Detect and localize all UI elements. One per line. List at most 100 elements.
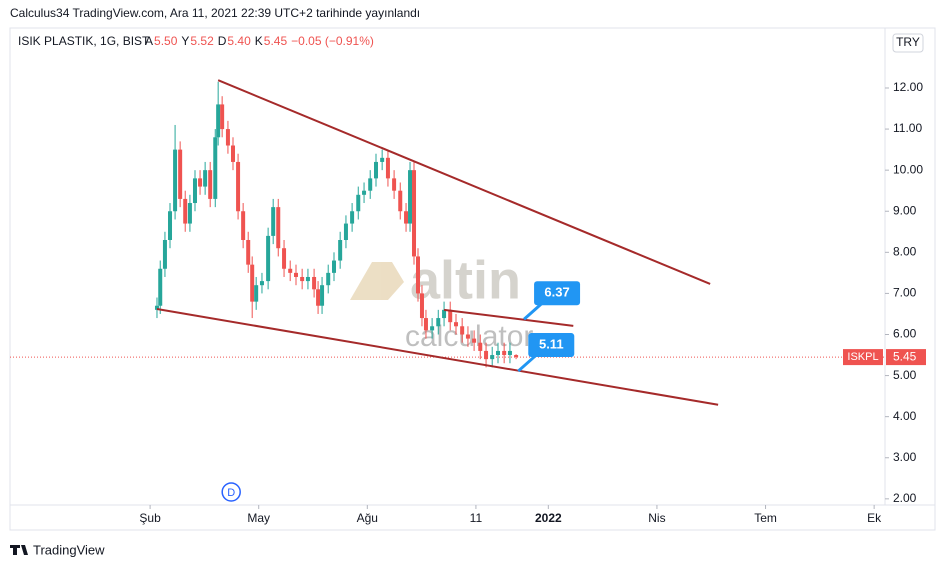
candle-body xyxy=(236,161,241,212)
candle-body xyxy=(231,145,236,162)
candle-body xyxy=(259,281,264,286)
candle-body xyxy=(514,355,519,358)
candle-body xyxy=(208,170,213,199)
x-tick-label: 11 xyxy=(470,511,483,525)
brand: TradingView xyxy=(33,542,105,557)
y-tick-label: 2.00 xyxy=(893,491,917,505)
candle-body xyxy=(282,248,287,269)
brand-logo xyxy=(10,545,28,555)
event-marker xyxy=(221,482,241,502)
price-label: 5.45 xyxy=(893,349,917,363)
candle-body xyxy=(380,157,385,162)
candle-body xyxy=(293,272,298,277)
x-tick-label: Ağu xyxy=(357,511,378,525)
candle-body xyxy=(415,256,420,294)
candle-body xyxy=(250,264,255,302)
symbol-line: ISIK PLASTIK, 1G, BIST xyxy=(18,34,150,48)
candle-body xyxy=(316,289,321,306)
ohlc-legend: A 5.50 Y 5.52 D 5.40 K 5.45 −0.05 (−0.91%) xyxy=(145,34,374,48)
legend-text: K xyxy=(255,34,263,48)
candle-body xyxy=(266,235,271,282)
callout-label: 5.11 xyxy=(539,336,564,351)
symbol-badge xyxy=(843,349,883,366)
candle-body xyxy=(374,161,379,179)
y-tick-label: 11.00 xyxy=(893,121,922,135)
trendline xyxy=(217,79,711,285)
legend-text: 5.40 xyxy=(227,34,251,48)
candle-body xyxy=(465,334,470,339)
candle-body xyxy=(350,211,355,224)
candle-body xyxy=(507,350,512,356)
candle-body xyxy=(356,194,361,212)
y-tick-label: 4.00 xyxy=(893,409,917,423)
candle-body xyxy=(454,322,459,327)
y-tick-label: 12.00 xyxy=(893,80,923,94)
candle-body xyxy=(213,137,218,199)
candle-body xyxy=(412,170,417,257)
chart-frame xyxy=(9,27,936,531)
candle-body xyxy=(225,129,230,146)
legend-text: −0.05 (−0.91%) xyxy=(291,34,374,48)
candle-body xyxy=(392,178,397,191)
x-tick-label: Tem xyxy=(754,511,777,525)
candle-body xyxy=(162,240,167,269)
candle-body xyxy=(338,240,343,261)
candle-body xyxy=(158,268,163,306)
candle-body xyxy=(368,178,373,191)
candle-body xyxy=(448,309,453,323)
legend-text: D xyxy=(218,34,227,48)
callout-label: 6.37 xyxy=(544,285,569,300)
watermark: altin calculator xyxy=(350,250,533,353)
candle-body xyxy=(187,203,192,224)
candle-body xyxy=(300,276,305,282)
candle-body xyxy=(490,355,495,360)
y-tick-label: 7.00 xyxy=(893,286,917,300)
candle-body xyxy=(343,223,348,240)
candle-body xyxy=(178,149,183,199)
candle-body xyxy=(423,318,428,331)
candle-body xyxy=(404,211,409,224)
candle-body xyxy=(496,350,501,356)
candle-body xyxy=(192,178,197,204)
candle-body xyxy=(154,305,159,310)
y-tick-label: 3.00 xyxy=(893,450,917,464)
candle-body xyxy=(276,207,281,249)
callout-pointer xyxy=(517,353,538,373)
candle-body xyxy=(271,207,276,236)
legend-text: A xyxy=(145,34,153,48)
candle-body xyxy=(430,326,435,331)
candle-body xyxy=(183,198,188,224)
candle-body xyxy=(216,104,221,138)
candle-body xyxy=(220,104,225,130)
y-tick-label: 5.00 xyxy=(893,368,917,382)
candle-body xyxy=(254,285,259,302)
candle-body xyxy=(305,276,310,282)
y-tick-label: 10.00 xyxy=(893,162,923,176)
legend-text: Y xyxy=(181,34,189,48)
symbol-label: ISKPL xyxy=(847,351,878,363)
trendline xyxy=(443,308,574,327)
legend-text: 5.50 xyxy=(154,34,178,48)
trendline xyxy=(156,308,719,406)
candle-body xyxy=(398,190,403,212)
y-tick-label: 6.00 xyxy=(893,327,917,341)
candle-body xyxy=(332,260,337,273)
candle-body xyxy=(408,170,413,224)
candle-body xyxy=(246,240,251,265)
x-tick-label: Nis xyxy=(648,511,665,525)
price-badge xyxy=(886,349,926,366)
candle-body xyxy=(203,170,208,187)
watermark-text: altin xyxy=(410,250,521,310)
candle-body xyxy=(502,350,507,356)
callout-box xyxy=(528,333,575,358)
candle-body xyxy=(288,268,293,273)
candle-body xyxy=(472,338,477,343)
callout-pointer xyxy=(523,302,544,321)
y-tick-label: 9.00 xyxy=(893,203,917,217)
candle-body xyxy=(312,276,317,290)
x-tick-label: Ek xyxy=(867,511,882,525)
event-label: D xyxy=(227,487,235,499)
candle-body xyxy=(436,318,441,327)
legend-text: 5.45 xyxy=(264,34,288,48)
